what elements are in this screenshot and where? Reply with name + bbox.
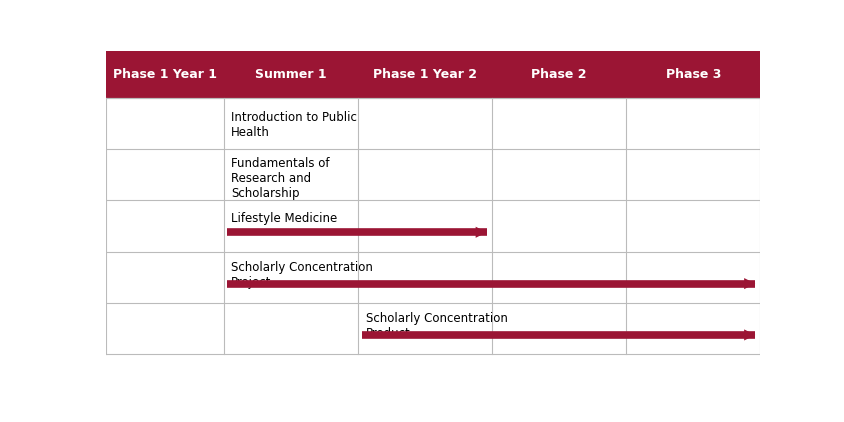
Text: Lifestyle Medicine: Lifestyle Medicine bbox=[231, 212, 338, 225]
Text: Phase 2: Phase 2 bbox=[531, 68, 587, 81]
Text: Scholarly Concentration
Project: Scholarly Concentration Project bbox=[231, 261, 373, 289]
Bar bbox=[223, 51, 357, 98]
Bar bbox=[106, 51, 223, 98]
Text: Phase 3: Phase 3 bbox=[665, 68, 720, 81]
Text: Phase 1 Year 1: Phase 1 Year 1 bbox=[112, 68, 216, 81]
Text: Introduction to Public
Health: Introduction to Public Health bbox=[231, 111, 357, 138]
Bar bbox=[625, 51, 760, 98]
Bar bbox=[357, 51, 491, 98]
Text: Fundamentals of
Research and
Scholarship: Fundamentals of Research and Scholarship bbox=[231, 157, 329, 200]
Text: Scholarly Concentration
Product: Scholarly Concentration Product bbox=[365, 312, 507, 341]
Text: Phase 1 Year 2: Phase 1 Year 2 bbox=[372, 68, 476, 81]
Text: Summer 1: Summer 1 bbox=[255, 68, 326, 81]
Bar bbox=[491, 51, 625, 98]
